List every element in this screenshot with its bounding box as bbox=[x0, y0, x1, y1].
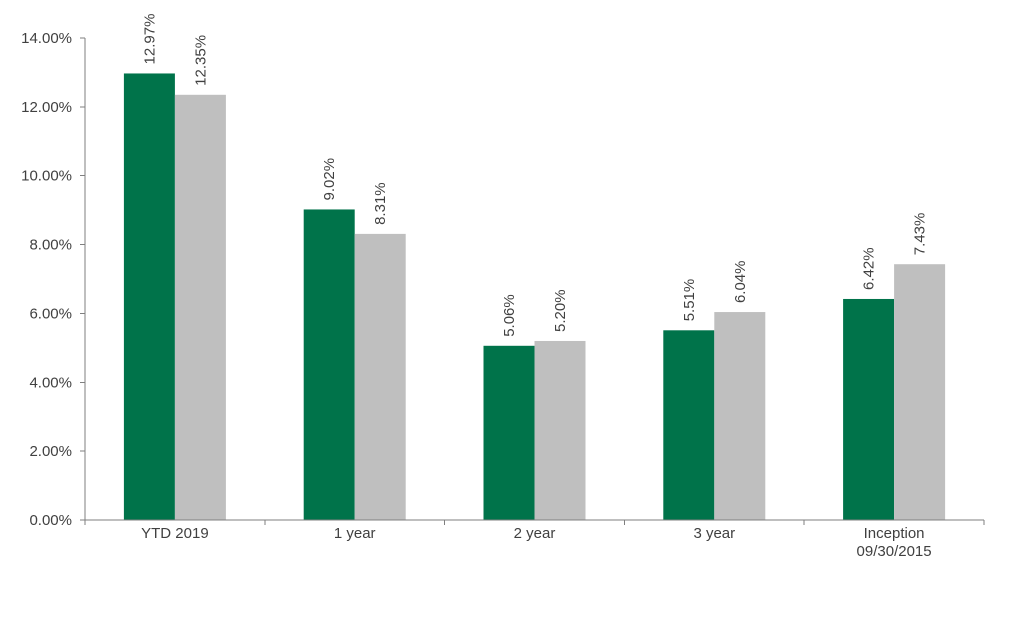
x-tick-label: YTD 2019 bbox=[141, 525, 209, 542]
x-tick-label: 1 year bbox=[334, 525, 376, 542]
bars-group bbox=[123, 73, 946, 521]
x-axis-labels: YTD 2019 1 year 2 year 3 year Inception09/30… bbox=[141, 525, 932, 560]
x-tick-label: 09/30/2015 bbox=[857, 543, 932, 560]
bar-series1-cat3 bbox=[483, 345, 535, 520]
y-tick-label: 4.00% bbox=[29, 374, 72, 391]
y-tick-label: 8.00% bbox=[29, 237, 72, 254]
data-label-series1-cat3: 5.06% bbox=[501, 294, 518, 337]
bar-series1-cat2 bbox=[303, 209, 355, 520]
data-label-series1-cat1: 12.97% bbox=[141, 14, 158, 65]
y-tick-label: 0.00% bbox=[29, 512, 72, 529]
y-axis-labels: 0.00% 2.00% 4.00% 6.00% 8.00% 10.00% 12.00% 14.… bbox=[21, 30, 72, 529]
bar-series2-cat5 bbox=[894, 264, 946, 520]
data-label-series2-cat1: 12.35% bbox=[192, 35, 209, 86]
y-tick-label: 12.00% bbox=[21, 99, 72, 116]
bar-series1-cat5 bbox=[843, 298, 895, 520]
data-labels: 12.97% 12.35% 9.02% 8.31% 5.06% 5.20% 5.51% 6.0… bbox=[141, 14, 928, 337]
bar-series2-cat1 bbox=[174, 94, 226, 521]
axes-group bbox=[80, 37, 985, 525]
data-label-series1-cat2: 9.02% bbox=[321, 158, 338, 201]
x-tick-label: Inception bbox=[864, 525, 925, 542]
data-label-series1-cat4: 5.51% bbox=[681, 279, 698, 322]
bar-series2-cat3 bbox=[534, 340, 586, 520]
y-tick-label: 14.00% bbox=[21, 30, 72, 47]
y-tick-label: 6.00% bbox=[29, 305, 72, 322]
y-tick-label: 10.00% bbox=[21, 168, 72, 185]
bar-series1-cat4 bbox=[663, 330, 715, 520]
x-tick-label: 2 year bbox=[514, 525, 556, 542]
bar-series2-cat4 bbox=[714, 312, 766, 520]
bar-series1-cat1 bbox=[123, 73, 175, 520]
bar-series2-cat2 bbox=[354, 233, 406, 521]
x-tick-label: 3 year bbox=[693, 525, 735, 542]
y-tick-label: 2.00% bbox=[29, 443, 72, 460]
data-label-series2-cat2: 8.31% bbox=[372, 182, 389, 225]
data-label-series2-cat3: 5.20% bbox=[552, 289, 569, 332]
data-label-series1-cat5: 6.42% bbox=[861, 247, 878, 290]
data-label-series2-cat4: 6.04% bbox=[732, 261, 749, 304]
data-label-series2-cat5: 7.43% bbox=[912, 213, 929, 256]
